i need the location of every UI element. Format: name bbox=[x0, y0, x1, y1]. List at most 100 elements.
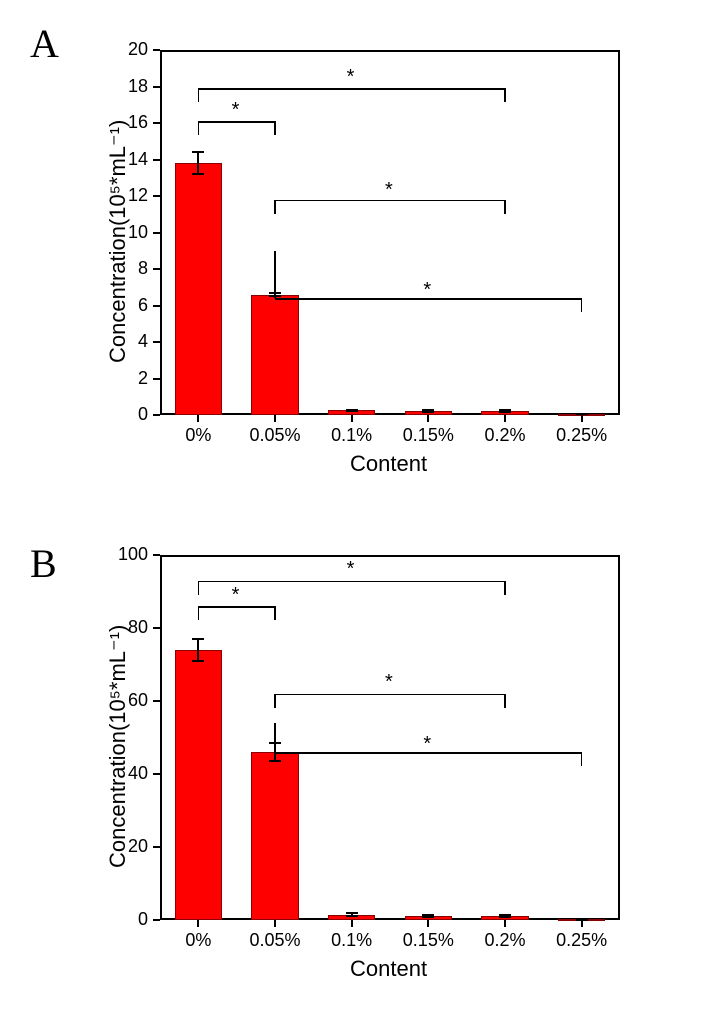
x-tick bbox=[274, 920, 276, 927]
error-cap bbox=[576, 919, 588, 921]
significance-star: * bbox=[232, 584, 240, 607]
y-tick bbox=[153, 700, 160, 702]
y-tick bbox=[153, 86, 160, 88]
x-tick-label: 0.1% bbox=[322, 425, 382, 446]
significance-drop bbox=[198, 606, 200, 620]
x-axis-title: Content bbox=[350, 956, 427, 982]
y-tick bbox=[153, 554, 160, 556]
significance-drop bbox=[198, 88, 200, 102]
y-tick bbox=[153, 232, 160, 234]
x-tick-label: 0.15% bbox=[398, 930, 458, 951]
x-tick-label: 0% bbox=[168, 425, 228, 446]
x-tick bbox=[427, 415, 429, 422]
significance-drop bbox=[274, 121, 276, 135]
error-cap bbox=[346, 915, 358, 917]
x-tick bbox=[504, 920, 506, 927]
significance-star: * bbox=[385, 179, 393, 202]
x-tick bbox=[274, 415, 276, 422]
y-tick bbox=[153, 378, 160, 380]
y-tick bbox=[153, 305, 160, 307]
significance-drop bbox=[581, 298, 583, 312]
error-cap bbox=[192, 151, 204, 153]
bar bbox=[175, 650, 223, 920]
significance-star: * bbox=[423, 279, 431, 302]
significance-drop bbox=[504, 694, 506, 708]
significance-drop bbox=[198, 581, 200, 595]
y-axis-title: Concentration(10⁵*mL⁻¹) bbox=[105, 119, 131, 362]
error-cap bbox=[422, 411, 434, 413]
figure-root: A024681012141618200%0.05%0.1%0.15%0.2%0.… bbox=[0, 0, 705, 1016]
significance-drop bbox=[504, 88, 506, 102]
significance-drop bbox=[274, 251, 276, 298]
x-tick-label: 0.15% bbox=[398, 425, 458, 446]
axis-right-A bbox=[618, 50, 620, 415]
bar bbox=[251, 295, 299, 415]
error-bar bbox=[197, 152, 199, 174]
error-cap bbox=[576, 413, 588, 415]
y-tick-label: 18 bbox=[128, 76, 148, 97]
y-tick bbox=[153, 627, 160, 629]
error-cap bbox=[499, 411, 511, 413]
x-tick-label: 0.05% bbox=[245, 930, 305, 951]
error-bar bbox=[197, 639, 199, 661]
significance-star: * bbox=[232, 99, 240, 122]
y-axis-title: Concentration(10⁵*mL⁻¹) bbox=[105, 624, 131, 867]
x-tick-label: 0.2% bbox=[475, 930, 535, 951]
y-tick bbox=[153, 195, 160, 197]
error-cap bbox=[192, 638, 204, 640]
y-tick-label: 2 bbox=[138, 368, 148, 389]
significance-star: * bbox=[423, 733, 431, 756]
y-tick bbox=[153, 49, 160, 51]
y-tick bbox=[153, 268, 160, 270]
significance-drop bbox=[274, 606, 276, 620]
significance-drop bbox=[274, 694, 276, 708]
y-tick-label: 100 bbox=[118, 544, 148, 565]
axis-right-B bbox=[618, 555, 620, 920]
x-tick bbox=[504, 415, 506, 422]
significance-drop bbox=[274, 723, 276, 752]
y-tick bbox=[153, 846, 160, 848]
x-tick-label: 0.05% bbox=[245, 425, 305, 446]
error-cap bbox=[192, 660, 204, 662]
x-tick-label: 0.25% bbox=[552, 425, 612, 446]
significance-drop bbox=[274, 200, 276, 214]
significance-star: * bbox=[347, 558, 355, 581]
error-cap bbox=[269, 760, 281, 762]
y-tick bbox=[153, 159, 160, 161]
y-tick-label: 4 bbox=[138, 331, 148, 352]
error-cap bbox=[499, 916, 511, 918]
y-tick-label: 0 bbox=[138, 909, 148, 930]
significance-star: * bbox=[347, 66, 355, 89]
panel-label-A: A bbox=[30, 20, 59, 67]
significance-star: * bbox=[385, 671, 393, 694]
error-cap bbox=[346, 410, 358, 412]
x-tick-label: 0.25% bbox=[552, 930, 612, 951]
y-tick-label: 0 bbox=[138, 404, 148, 425]
x-tick bbox=[197, 415, 199, 422]
axis-top-A bbox=[160, 50, 620, 52]
y-tick bbox=[153, 341, 160, 343]
bar bbox=[175, 163, 223, 415]
y-tick bbox=[153, 122, 160, 124]
x-tick bbox=[351, 415, 353, 422]
y-tick-label: 20 bbox=[128, 39, 148, 60]
axis-top-B bbox=[160, 555, 620, 557]
significance-drop bbox=[581, 752, 583, 766]
x-tick-label: 0.1% bbox=[322, 930, 382, 951]
x-tick bbox=[197, 920, 199, 927]
x-tick bbox=[427, 920, 429, 927]
bar bbox=[251, 752, 299, 920]
error-cap bbox=[192, 173, 204, 175]
plot-area-A bbox=[160, 50, 620, 415]
panel-label-B: B bbox=[30, 540, 57, 587]
x-tick bbox=[351, 920, 353, 927]
significance-drop bbox=[504, 581, 506, 595]
significance-drop bbox=[198, 121, 200, 135]
plot-area-B bbox=[160, 555, 620, 920]
x-tick-label: 0.2% bbox=[475, 425, 535, 446]
y-tick bbox=[153, 919, 160, 921]
y-tick-label: 6 bbox=[138, 295, 148, 316]
significance-drop bbox=[504, 200, 506, 214]
x-axis-title: Content bbox=[350, 451, 427, 477]
y-tick-label: 8 bbox=[138, 258, 148, 279]
